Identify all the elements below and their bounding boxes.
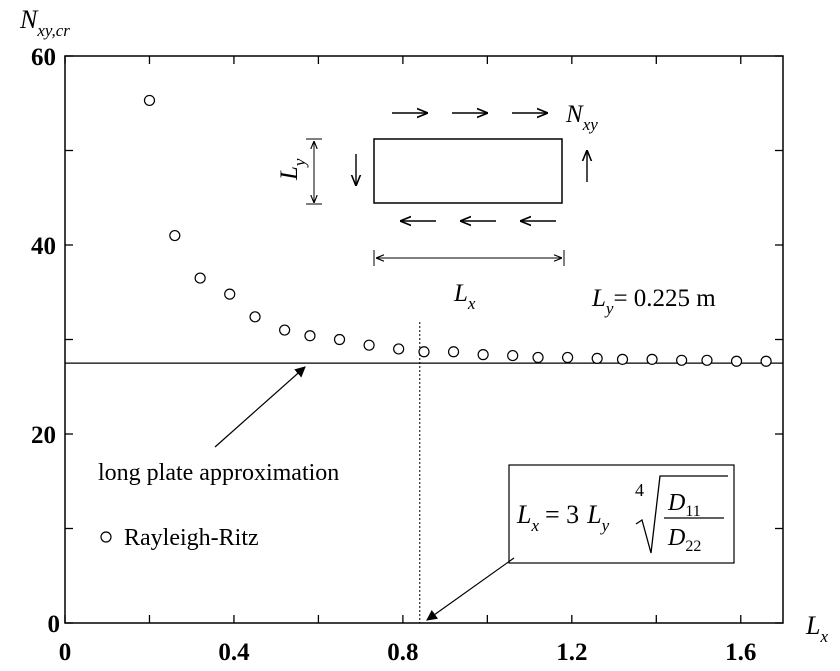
- plate-rect: [373, 138, 563, 204]
- data-point: [169, 229, 181, 242]
- formula-numerator: D11: [667, 490, 701, 520]
- data-point: [477, 349, 489, 361]
- plate-inset: Nxy Ly Lx: [276, 101, 598, 313]
- lx-inset-label: Lx: [453, 280, 476, 313]
- data-point: [224, 288, 236, 300]
- x-tick-label: 0.8: [387, 639, 418, 666]
- data-point: [676, 354, 688, 366]
- rayleigh-ritz-points: [143, 94, 772, 367]
- data-point: [561, 351, 574, 364]
- data-point: [143, 94, 156, 107]
- y-tick-label: 0: [48, 611, 61, 638]
- data-point: [249, 311, 261, 323]
- x-axis-label: Lx: [805, 611, 828, 646]
- y-tick-labels: 0 20 40 60: [31, 44, 60, 638]
- data-point: [507, 349, 519, 362]
- formula-denominator: D22: [667, 525, 701, 555]
- radical-sign: [635, 475, 728, 554]
- data-point: [418, 346, 430, 358]
- formula-pointer: [426, 557, 515, 621]
- data-point: [646, 353, 658, 365]
- axis-ticks: [64, 55, 783, 624]
- formula-frame: [508, 464, 735, 564]
- data-point: [194, 272, 206, 284]
- x-tick-label: 0: [59, 639, 72, 666]
- long-plate-pointer: [214, 366, 306, 448]
- data-point: [591, 352, 603, 364]
- formula-lhs: Lx = 3 Ly: [516, 500, 610, 535]
- data-point: [363, 339, 375, 351]
- ly-value-annotation: Ly= 0.225 m: [591, 285, 716, 318]
- data-point: [616, 353, 629, 365]
- data-point: [760, 355, 772, 367]
- y-axis-label: Nxy,cr: [19, 5, 70, 40]
- root-index: 4: [635, 480, 644, 500]
- legend: Rayleigh-Ritz: [100, 525, 259, 551]
- nxy-label: Nxy: [565, 101, 598, 134]
- data-point: [532, 351, 544, 364]
- formula-box: Lx = 3 Ly 4 D11 D22: [508, 464, 735, 564]
- long-plate-label: long plate approximation: [98, 460, 339, 486]
- data-point: [304, 330, 316, 342]
- ly-inset-label: Ly: [276, 158, 309, 181]
- legend-label: Rayleigh-Ritz: [124, 525, 259, 551]
- x-tick-label: 1.2: [556, 639, 587, 666]
- data-point: [279, 324, 291, 336]
- data-point: [333, 333, 346, 346]
- data-point: [701, 354, 713, 366]
- legend-marker: [100, 531, 112, 543]
- data-point: [730, 355, 743, 367]
- x-tick-labels: 0 0.4 0.8 1.2 1.6: [59, 639, 757, 666]
- x-tick-label: 0.4: [218, 639, 250, 666]
- y-tick-label: 20: [31, 422, 56, 449]
- y-tick-label: 40: [31, 233, 56, 260]
- x-tick-label: 1.6: [725, 639, 756, 666]
- data-point: [447, 346, 460, 358]
- data-point: [393, 343, 405, 355]
- y-tick-label: 60: [31, 44, 56, 71]
